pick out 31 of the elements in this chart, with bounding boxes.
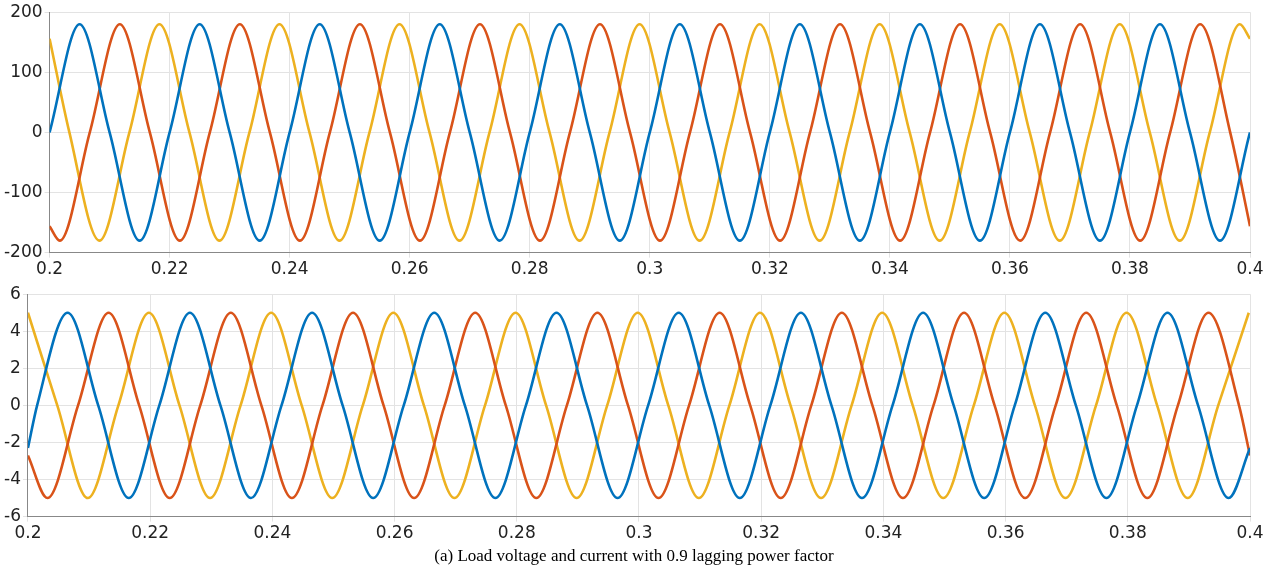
y-tick-label: -100 [3, 180, 43, 201]
x-tick-label: 0.3 [636, 258, 664, 279]
x-tick-label: 0.22 [150, 258, 189, 279]
y-tick-label: 4 [10, 319, 21, 340]
x-tick-label: 0.38 [1111, 258, 1149, 279]
y-tick-label: 100 [10, 60, 43, 81]
y-tick-label: -4 [4, 467, 21, 488]
x-tick-label: 0.26 [390, 258, 429, 279]
x-tick-label: 0.4 [1236, 522, 1264, 543]
x-tick-label: 0.4 [1236, 258, 1264, 279]
text: (a) Load voltage and current with 0.9 lagging power factor [433, 546, 835, 566]
x-tick-label: 0.34 [864, 522, 903, 543]
x-tick-label: 0.32 [742, 522, 781, 543]
y-tick-label: 0 [10, 393, 21, 414]
x-tick-label: 0.38 [1108, 522, 1147, 543]
y-tick-label: 200 [10, 0, 43, 21]
y-tick-label: 6 [10, 282, 21, 303]
x-tick-label: 0.24 [270, 258, 309, 279]
x-tick-label: 0.28 [497, 522, 536, 543]
x-tick-label: 0.36 [990, 258, 1029, 279]
x-tick-label: 0.28 [510, 258, 549, 279]
x-tick-label: 0.34 [870, 258, 909, 279]
y-tick-label: -2 [4, 430, 21, 451]
x-tick-label: 0.26 [375, 522, 414, 543]
y-tick-label: 2 [10, 356, 21, 377]
y-tick-label: 0 [31, 120, 43, 141]
x-tick-label: 0.36 [986, 522, 1025, 543]
x-tick-label: 0.22 [131, 522, 170, 543]
x-tick-label: 0.32 [750, 258, 789, 279]
x-tick-label: 0.3 [625, 522, 653, 543]
x-tick-label: 0.24 [253, 522, 292, 543]
